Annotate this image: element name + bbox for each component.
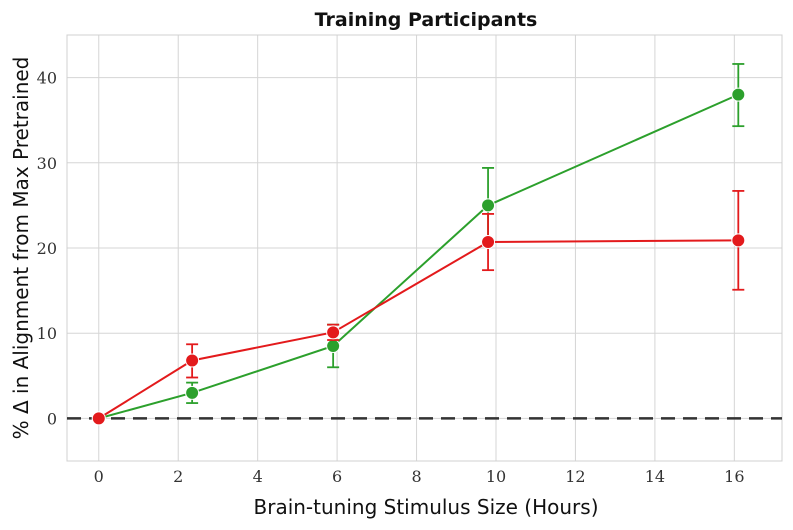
data-point xyxy=(185,385,200,400)
x-tick-label: 16 xyxy=(724,467,744,486)
x-axis-label: Brain-tuning Stimulus Size (Hours) xyxy=(254,495,599,519)
series-1 xyxy=(91,190,746,426)
chart-title: Training Participants xyxy=(315,9,538,31)
y-tick-label: 10 xyxy=(37,324,57,343)
x-tick-label: 12 xyxy=(565,467,585,486)
x-tick-label: 10 xyxy=(486,467,506,486)
data-point xyxy=(185,353,200,368)
plot-frame xyxy=(66,34,783,462)
data-point xyxy=(481,235,496,250)
data-point xyxy=(481,198,496,213)
y-tick-label: 40 xyxy=(37,69,57,88)
y-tick-label: 20 xyxy=(37,239,57,258)
x-tick-label: 14 xyxy=(645,467,665,486)
x-tick-label: 4 xyxy=(253,467,263,486)
x-tick-label: 6 xyxy=(332,467,342,486)
data-point xyxy=(91,411,106,426)
data-point xyxy=(731,233,746,248)
series-layer xyxy=(91,63,746,426)
x-tick-label: 2 xyxy=(173,467,183,486)
series-line xyxy=(98,93,739,420)
series-0 xyxy=(91,63,746,426)
y-tick-label: 30 xyxy=(37,154,57,173)
data-point xyxy=(731,87,746,102)
x-tick-labels: 0 2 4 6 8 10 12 14 16 xyxy=(94,467,745,486)
data-point xyxy=(326,325,341,340)
y-tick-labels: 0 10 20 30 40 xyxy=(37,69,57,429)
x-tick-label: 0 xyxy=(94,467,104,486)
y-axis-label: % Δ in Alignment from Max Pretrained xyxy=(9,57,33,440)
y-tick-label: 0 xyxy=(47,409,57,428)
x-tick-label: 8 xyxy=(411,467,421,486)
data-point xyxy=(326,338,341,353)
